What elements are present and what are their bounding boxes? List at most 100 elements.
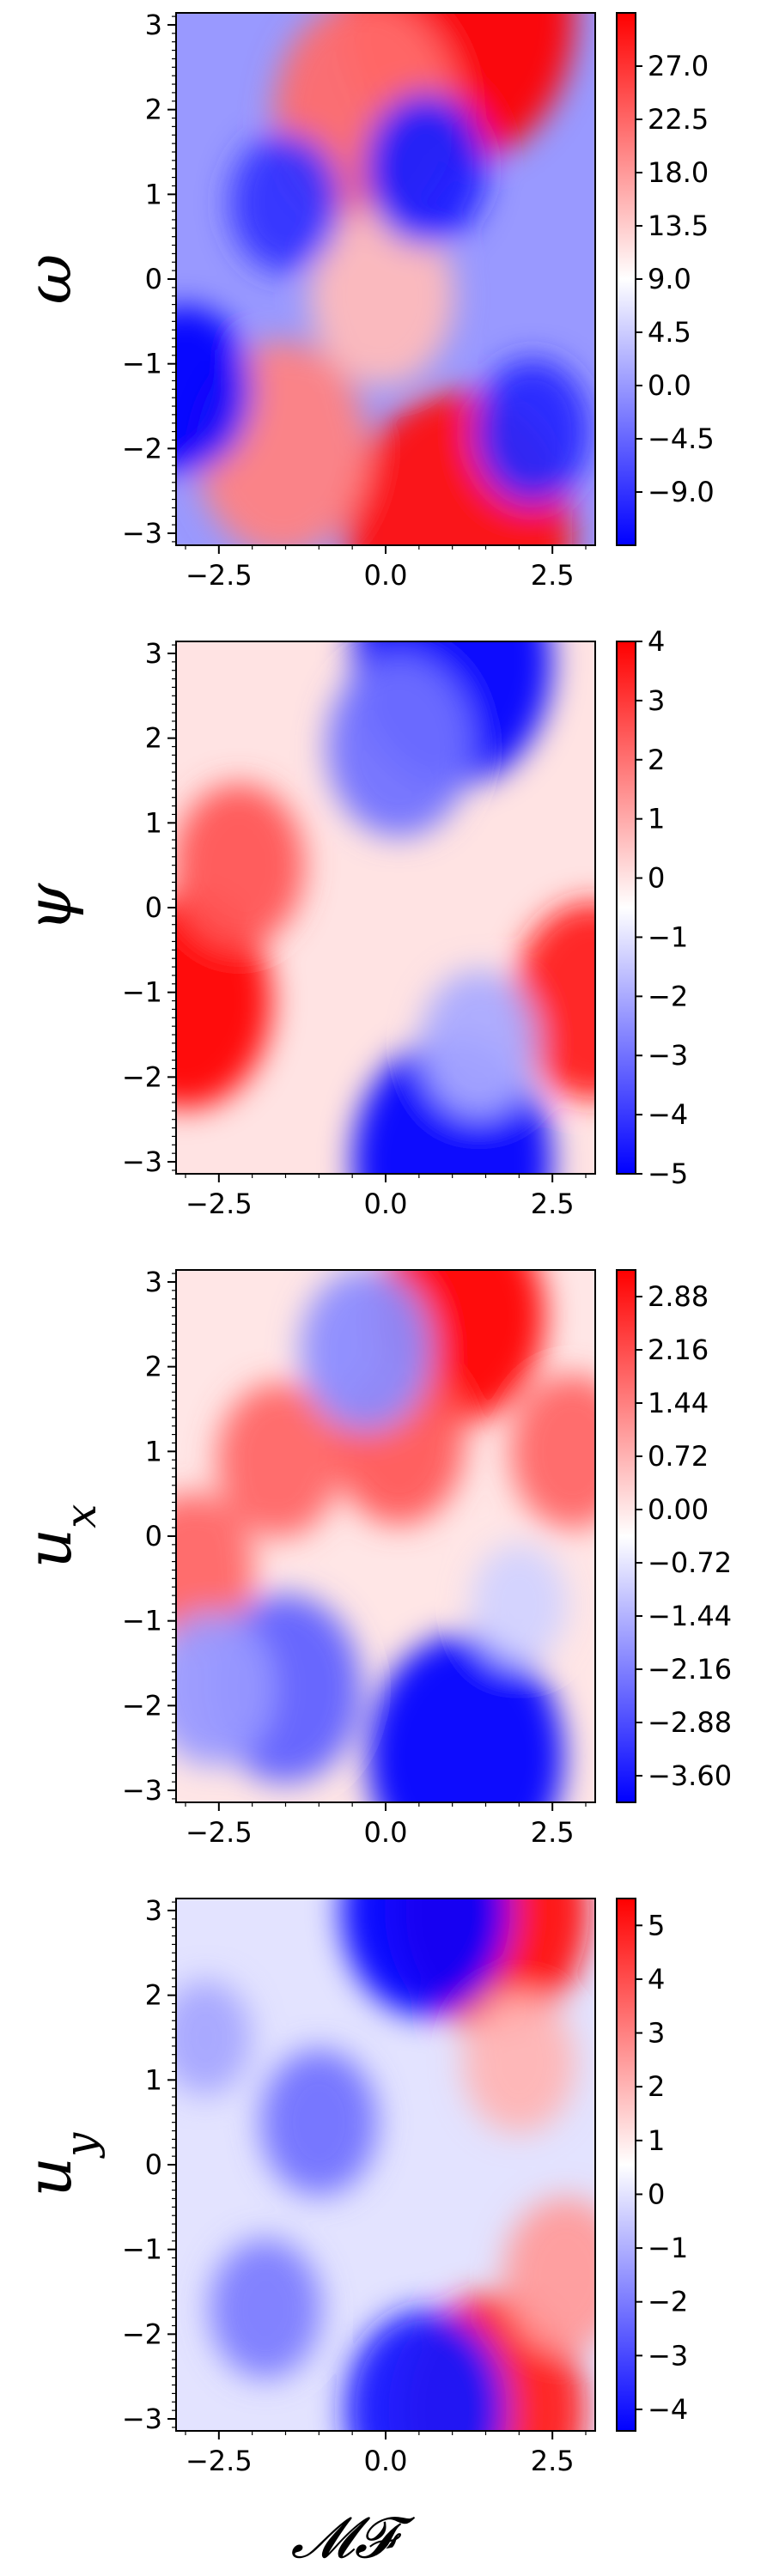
y-tick-label: −1	[122, 976, 162, 1009]
colorbar-tick-label: 1	[648, 803, 665, 835]
field-feature	[176, 783, 305, 947]
y-tick-label: 3	[145, 637, 162, 670]
y-tick-label: −2	[122, 1689, 162, 1722]
colorbar-u_x: −3.60 −2.88 −2.16 −1.44 −0.72 0.00 0.72 1.44 2.1…	[616, 1269, 732, 1803]
x-tick-label: 0.0	[364, 2445, 408, 2477]
field-feature	[510, 1374, 595, 1529]
colorbar-tick-label: −1	[648, 2232, 688, 2264]
field-feature	[260, 2049, 378, 2196]
y-tick-label: 2	[145, 1351, 162, 1383]
field-feature	[210, 2239, 322, 2379]
y-tick-label: −3	[122, 1774, 162, 1807]
y-axis-label: ux	[13, 1504, 106, 1569]
colorbar-tick-label: −0.72	[648, 1546, 732, 1579]
y-tick-label: 0	[145, 1520, 162, 1552]
field-feature	[471, 1543, 568, 1664]
colorbar-gradient	[616, 1898, 636, 2432]
colorbar-tick-label: −4	[648, 1098, 688, 1131]
colorbar-tick-label: 4	[648, 625, 665, 658]
y-tick-label: −2	[122, 1060, 162, 1093]
field-feature	[300, 1270, 431, 1431]
y-tick-label: 0	[145, 2148, 162, 2181]
y-tick-label: 0	[145, 891, 162, 924]
colorbar-tick-label: −2.88	[648, 1706, 732, 1739]
colorbar-tick-label: −9.0	[648, 476, 715, 508]
field-feature	[463, 1993, 575, 2133]
colorbar-tick-label: 22.5	[648, 103, 709, 136]
colorbar-tick-label: −2	[648, 980, 688, 1012]
y-tick-label: −1	[122, 1605, 162, 1637]
field-feature	[473, 358, 591, 505]
y-tick-label: 1	[145, 1435, 162, 1467]
field-feature	[368, 1634, 564, 1802]
field-feature	[420, 969, 538, 1116]
y-tick-label: 1	[145, 178, 162, 210]
field-feature	[176, 306, 253, 473]
colorbar-gradient	[616, 12, 636, 546]
field-feature	[176, 1492, 254, 1648]
x-tick-label: 2.5	[531, 559, 575, 592]
colorbar-tick-label: 3	[648, 684, 665, 717]
colorbar-tick-label: 0.00	[648, 1493, 709, 1526]
colorbar-tick-label: 2	[648, 2070, 665, 2103]
x-tick-label: 2.5	[531, 1816, 575, 1849]
y-axis-label: ω	[13, 254, 85, 305]
y-axis-label: uy	[13, 2132, 106, 2196]
panel-psi: −3 −2 −1 0 1 2 3 −2.5 0.0 2.5 ψ −5 −4 −3 −2 −1 0 1 2 3 4	[13, 625, 688, 1220]
colorbar-tick-label: 1	[648, 2124, 665, 2157]
x-tick-label: −2.5	[186, 1816, 253, 1849]
colorbar-gradient	[616, 641, 636, 1175]
colorbar-psi: −5 −4 −3 −2 −1 0 1 2 3 4	[616, 625, 688, 1190]
colorbar-tick-label: −3	[648, 2339, 688, 2372]
colorbar-omega: −9.0 −4.5 0.0 4.5 9.0 13.5 18.0 22.5 27.0	[616, 12, 715, 546]
colorbar-tick-label: 0	[648, 2178, 665, 2210]
colorbar-tick-label: 2.16	[648, 1334, 709, 1366]
panel-u_x: −3 −2 −1 0 1 2 3 −2.5 0.0 2.5 ux −3.60 −2.88 −2.16 −1.…	[13, 1266, 732, 1849]
x-tick-label: 2.5	[531, 1188, 575, 1220]
colorbar-tick-label: 2	[648, 744, 665, 776]
y-tick-label: 1	[145, 2063, 162, 2096]
y-tick-label: −2	[122, 2318, 162, 2350]
colorbar-u_y: −4 −3 −2 −1 0 1 2 3 4 5	[616, 1898, 688, 2432]
colorbar-tick-label: 18.0	[648, 156, 709, 189]
panel-omega: −3 −2 −1 0 1 2 3 −2.5 0.0 2.5 ω −9.0 −4.5 0.0 4.5 9.0 13…	[13, 9, 715, 592]
colorbar-tick-label: 13.5	[648, 210, 709, 242]
colorbar-tick-label: 0.72	[648, 1440, 709, 1473]
y-tick-label: −2	[122, 432, 162, 465]
field-feature	[364, 92, 487, 246]
y-tick-label: −1	[122, 348, 162, 380]
panel-u_y: −3 −2 −1 0 1 2 3 −2.5 0.0 2.5 uy −4 −3 −2 −1 0 1 2 3 4 5	[13, 1894, 688, 2477]
colorbar-gradient	[616, 1269, 636, 1803]
field-feature	[344, 2309, 507, 2431]
colorbar-tick-label: 0	[648, 862, 665, 895]
colorbar-tick-label: −4.5	[648, 422, 715, 455]
y-tick-label: −3	[122, 2403, 162, 2435]
y-tick-label: 3	[145, 1266, 162, 1298]
field-feature	[176, 893, 271, 1109]
field-feature	[310, 205, 455, 386]
y-tick-label: 2	[145, 94, 162, 126]
colorbar-tick-label: −1	[648, 920, 688, 953]
colorbar-tick-label: −3.60	[648, 1759, 732, 1792]
y-tick-label: 2	[145, 722, 162, 755]
x-tick-label: 0.0	[364, 1188, 408, 1220]
field-feature	[176, 1611, 275, 1766]
colorbar-tick-label: −3	[648, 1039, 688, 1072]
colorbar-tick-label: −2.16	[648, 1653, 732, 1686]
field-feature	[176, 1980, 252, 2095]
y-tick-label: −1	[122, 2233, 162, 2266]
colorbar-tick-label: −2	[648, 2286, 688, 2318]
y-tick-label: −3	[122, 1145, 162, 1178]
field-feature	[503, 2196, 595, 2353]
colorbar-tick-label: 1.44	[648, 1387, 709, 1419]
y-tick-label: −3	[122, 517, 162, 550]
y-tick-label: 2	[145, 1979, 162, 2012]
colorbar-tick-label: 4	[648, 1963, 665, 1996]
colorbar-tick-label: 4.5	[648, 316, 691, 349]
x-tick-label: −2.5	[186, 1188, 253, 1220]
colorbar-tick-label: −1.44	[648, 1600, 732, 1632]
colorbar-tick-label: 2.88	[648, 1280, 709, 1313]
y-tick-label: 1	[145, 806, 162, 839]
colorbar-tick-label: 5	[648, 1909, 665, 1941]
